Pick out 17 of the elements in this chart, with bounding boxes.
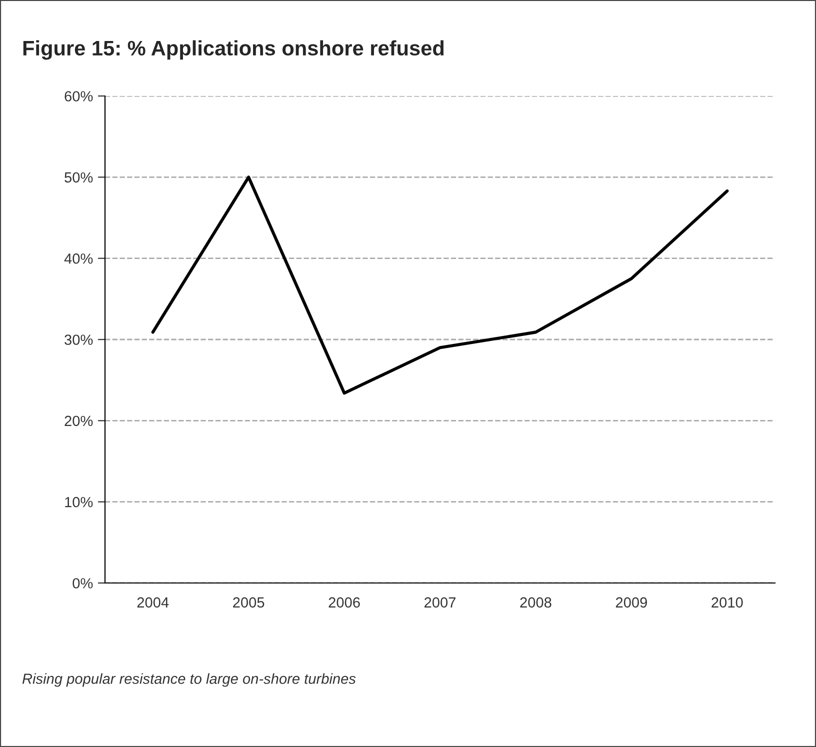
line-series — [151, 176, 729, 395]
y-tick-label: 30% — [64, 334, 93, 345]
y-tick-label: 20% — [64, 416, 93, 426]
x-tick-label: 2010 — [712, 597, 743, 608]
x-tick-label: 2006 — [328, 597, 360, 608]
y-tick-label: 10% — [65, 496, 93, 508]
x-tick-label: 2004 — [137, 597, 169, 608]
chart-title: Figure 15: % Applications onshore refused — [23, 40, 444, 60]
text: Rising popular resistance to large on-shore turbines — [22, 673, 356, 687]
x-tick-label: 2007 — [424, 597, 456, 608]
y-tick-label: 40% — [64, 253, 93, 264]
x-tick-label: 2009 — [616, 597, 647, 608]
y-tick-label: 60% — [64, 91, 93, 102]
x-tick-label: 2008 — [520, 597, 552, 608]
y-tick-label: 50% — [64, 172, 93, 183]
y-tick-label: 0% — [72, 578, 93, 588]
x-tick-label: 2005 — [233, 597, 264, 608]
